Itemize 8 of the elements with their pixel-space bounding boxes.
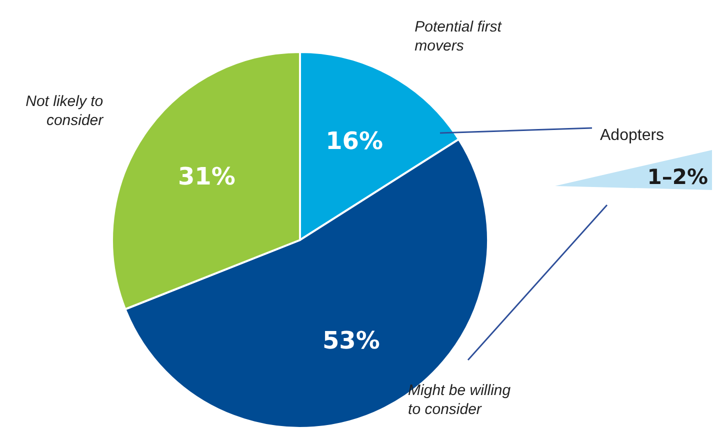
data-label: 16%	[326, 127, 384, 156]
data-label: 53%	[322, 326, 380, 355]
data-label: 31%	[178, 162, 236, 191]
slice-label: Potential first movers	[414, 18, 502, 54]
slice-label: Not likely to consider	[26, 93, 104, 130]
text: Adopters	[600, 127, 664, 144]
text: 1–2%	[647, 165, 708, 189]
slice-label: Might be willing to consider	[408, 382, 512, 418]
